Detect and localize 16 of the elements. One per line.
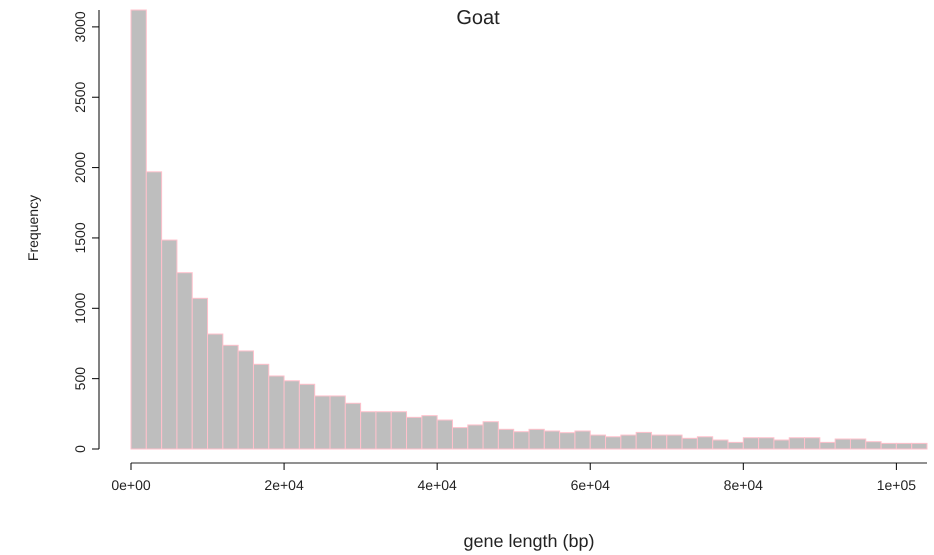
- x-tick-label: 8e+04: [724, 476, 764, 493]
- x-axis-title: gene length (bp): [463, 531, 595, 551]
- y-tick-label: 500: [72, 366, 88, 390]
- y-tick-label: 1000: [72, 292, 88, 324]
- x-tick-label: 1e+05: [876, 476, 916, 493]
- x-tick-label: 0e+00: [111, 476, 151, 493]
- y-tick-label: 1500: [72, 222, 88, 254]
- chart-title: Goat: [456, 7, 500, 29]
- x-tick-label: 4e+04: [417, 476, 458, 493]
- y-tick-label: 2500: [72, 81, 88, 113]
- y-axis-title: Frequency: [25, 194, 41, 262]
- y-tick-label: 3000: [72, 11, 88, 42]
- y-tick-label: 0: [72, 444, 88, 453]
- y-tick-label: 2000: [72, 152, 88, 184]
- x-tick-label: 6e+04: [570, 476, 610, 493]
- x-tick-label: 2e+04: [264, 476, 304, 493]
